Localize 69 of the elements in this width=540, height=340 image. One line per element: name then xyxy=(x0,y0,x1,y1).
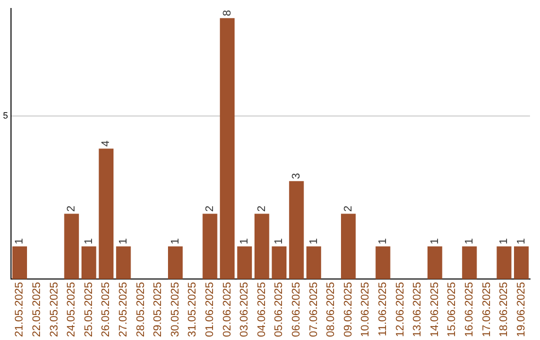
x-tick-label: 28.05.2025 xyxy=(134,282,147,338)
bar xyxy=(64,214,79,279)
bar xyxy=(220,18,235,279)
y-tick-label: 5 xyxy=(2,110,8,120)
x-tick-label: 31.05.2025 xyxy=(186,282,199,338)
x-tick-label: 30.05.2025 xyxy=(169,282,182,338)
data-label: 1 xyxy=(117,238,130,244)
x-tick-label: 09.06.2025 xyxy=(342,282,354,338)
data-label: 8 xyxy=(221,10,234,16)
data-label: 2 xyxy=(66,206,78,212)
data-label: 1 xyxy=(428,238,441,244)
data-label: 2 xyxy=(342,206,354,212)
x-tick-label: 01.06.2025 xyxy=(204,282,216,338)
data-label: 1 xyxy=(498,238,510,244)
x-tick-label: 07.06.2025 xyxy=(308,282,320,338)
x-tick-label: 10.06.2025 xyxy=(360,282,372,338)
data-label: 1 xyxy=(463,238,476,244)
bar xyxy=(202,214,218,279)
x-tick-label: 14.06.2025 xyxy=(428,282,441,338)
x-tick-label: 15.06.2025 xyxy=(446,282,458,338)
data-label: 1 xyxy=(376,238,389,244)
data-label: 1 xyxy=(14,238,26,244)
x-tick-label: 21.05.2025 xyxy=(14,282,26,338)
x-tick-label: 02.06.2025 xyxy=(221,282,234,338)
bar xyxy=(376,246,390,279)
x-tick-label: 08.06.2025 xyxy=(325,282,338,338)
data-label: 4 xyxy=(100,140,112,147)
bar xyxy=(237,246,252,279)
x-tick-label: 25.05.2025 xyxy=(82,282,95,338)
x-tick-label: 11.06.2025 xyxy=(376,282,389,336)
x-tick-label: 29.05.2025 xyxy=(152,282,164,338)
data-label: 1 xyxy=(82,238,95,244)
bar xyxy=(341,214,356,279)
bar xyxy=(254,214,270,279)
bar xyxy=(428,246,442,279)
data-label: 3 xyxy=(290,173,302,180)
x-tick-label: 27.05.2025 xyxy=(117,282,130,338)
bar xyxy=(272,246,287,279)
x-tick-label: 18.06.2025 xyxy=(498,282,510,338)
data-label: 1 xyxy=(169,238,182,244)
bar xyxy=(462,246,477,279)
x-tick-label: 17.06.2025 xyxy=(480,282,493,338)
x-tick-label: 19.06.2025 xyxy=(515,282,528,338)
bar xyxy=(168,246,183,279)
x-tick-label: 26.05.2025 xyxy=(100,282,112,338)
bar xyxy=(82,246,96,279)
x-tick-label: 05.06.2025 xyxy=(273,282,286,338)
x-tick-label: 04.06.2025 xyxy=(256,282,268,338)
data-label: 2 xyxy=(256,206,268,212)
x-tick-label: 24.05.2025 xyxy=(66,282,78,338)
x-tick-label: 23.05.2025 xyxy=(48,282,60,338)
bar xyxy=(12,246,28,279)
x-tick-label: 13.06.2025 xyxy=(412,282,424,338)
bar xyxy=(306,246,322,279)
bar xyxy=(496,246,512,279)
x-tick-label: 16.06.2025 xyxy=(463,282,476,338)
data-label: 1 xyxy=(308,238,320,244)
bar xyxy=(514,246,529,279)
bar xyxy=(289,181,304,279)
bar xyxy=(116,246,131,279)
data-label: 1 xyxy=(238,238,251,244)
x-tick-label: 03.06.2025 xyxy=(238,282,251,338)
x-tick-label: 12.06.2025 xyxy=(394,282,406,338)
data-label: 2 xyxy=(204,206,216,212)
data-label: 1 xyxy=(273,238,286,244)
bar xyxy=(98,148,114,279)
x-tick-label: 06.06.2025 xyxy=(290,282,302,338)
data-label: 1 xyxy=(515,238,528,244)
x-tick-label: 22.05.2025 xyxy=(30,282,43,338)
